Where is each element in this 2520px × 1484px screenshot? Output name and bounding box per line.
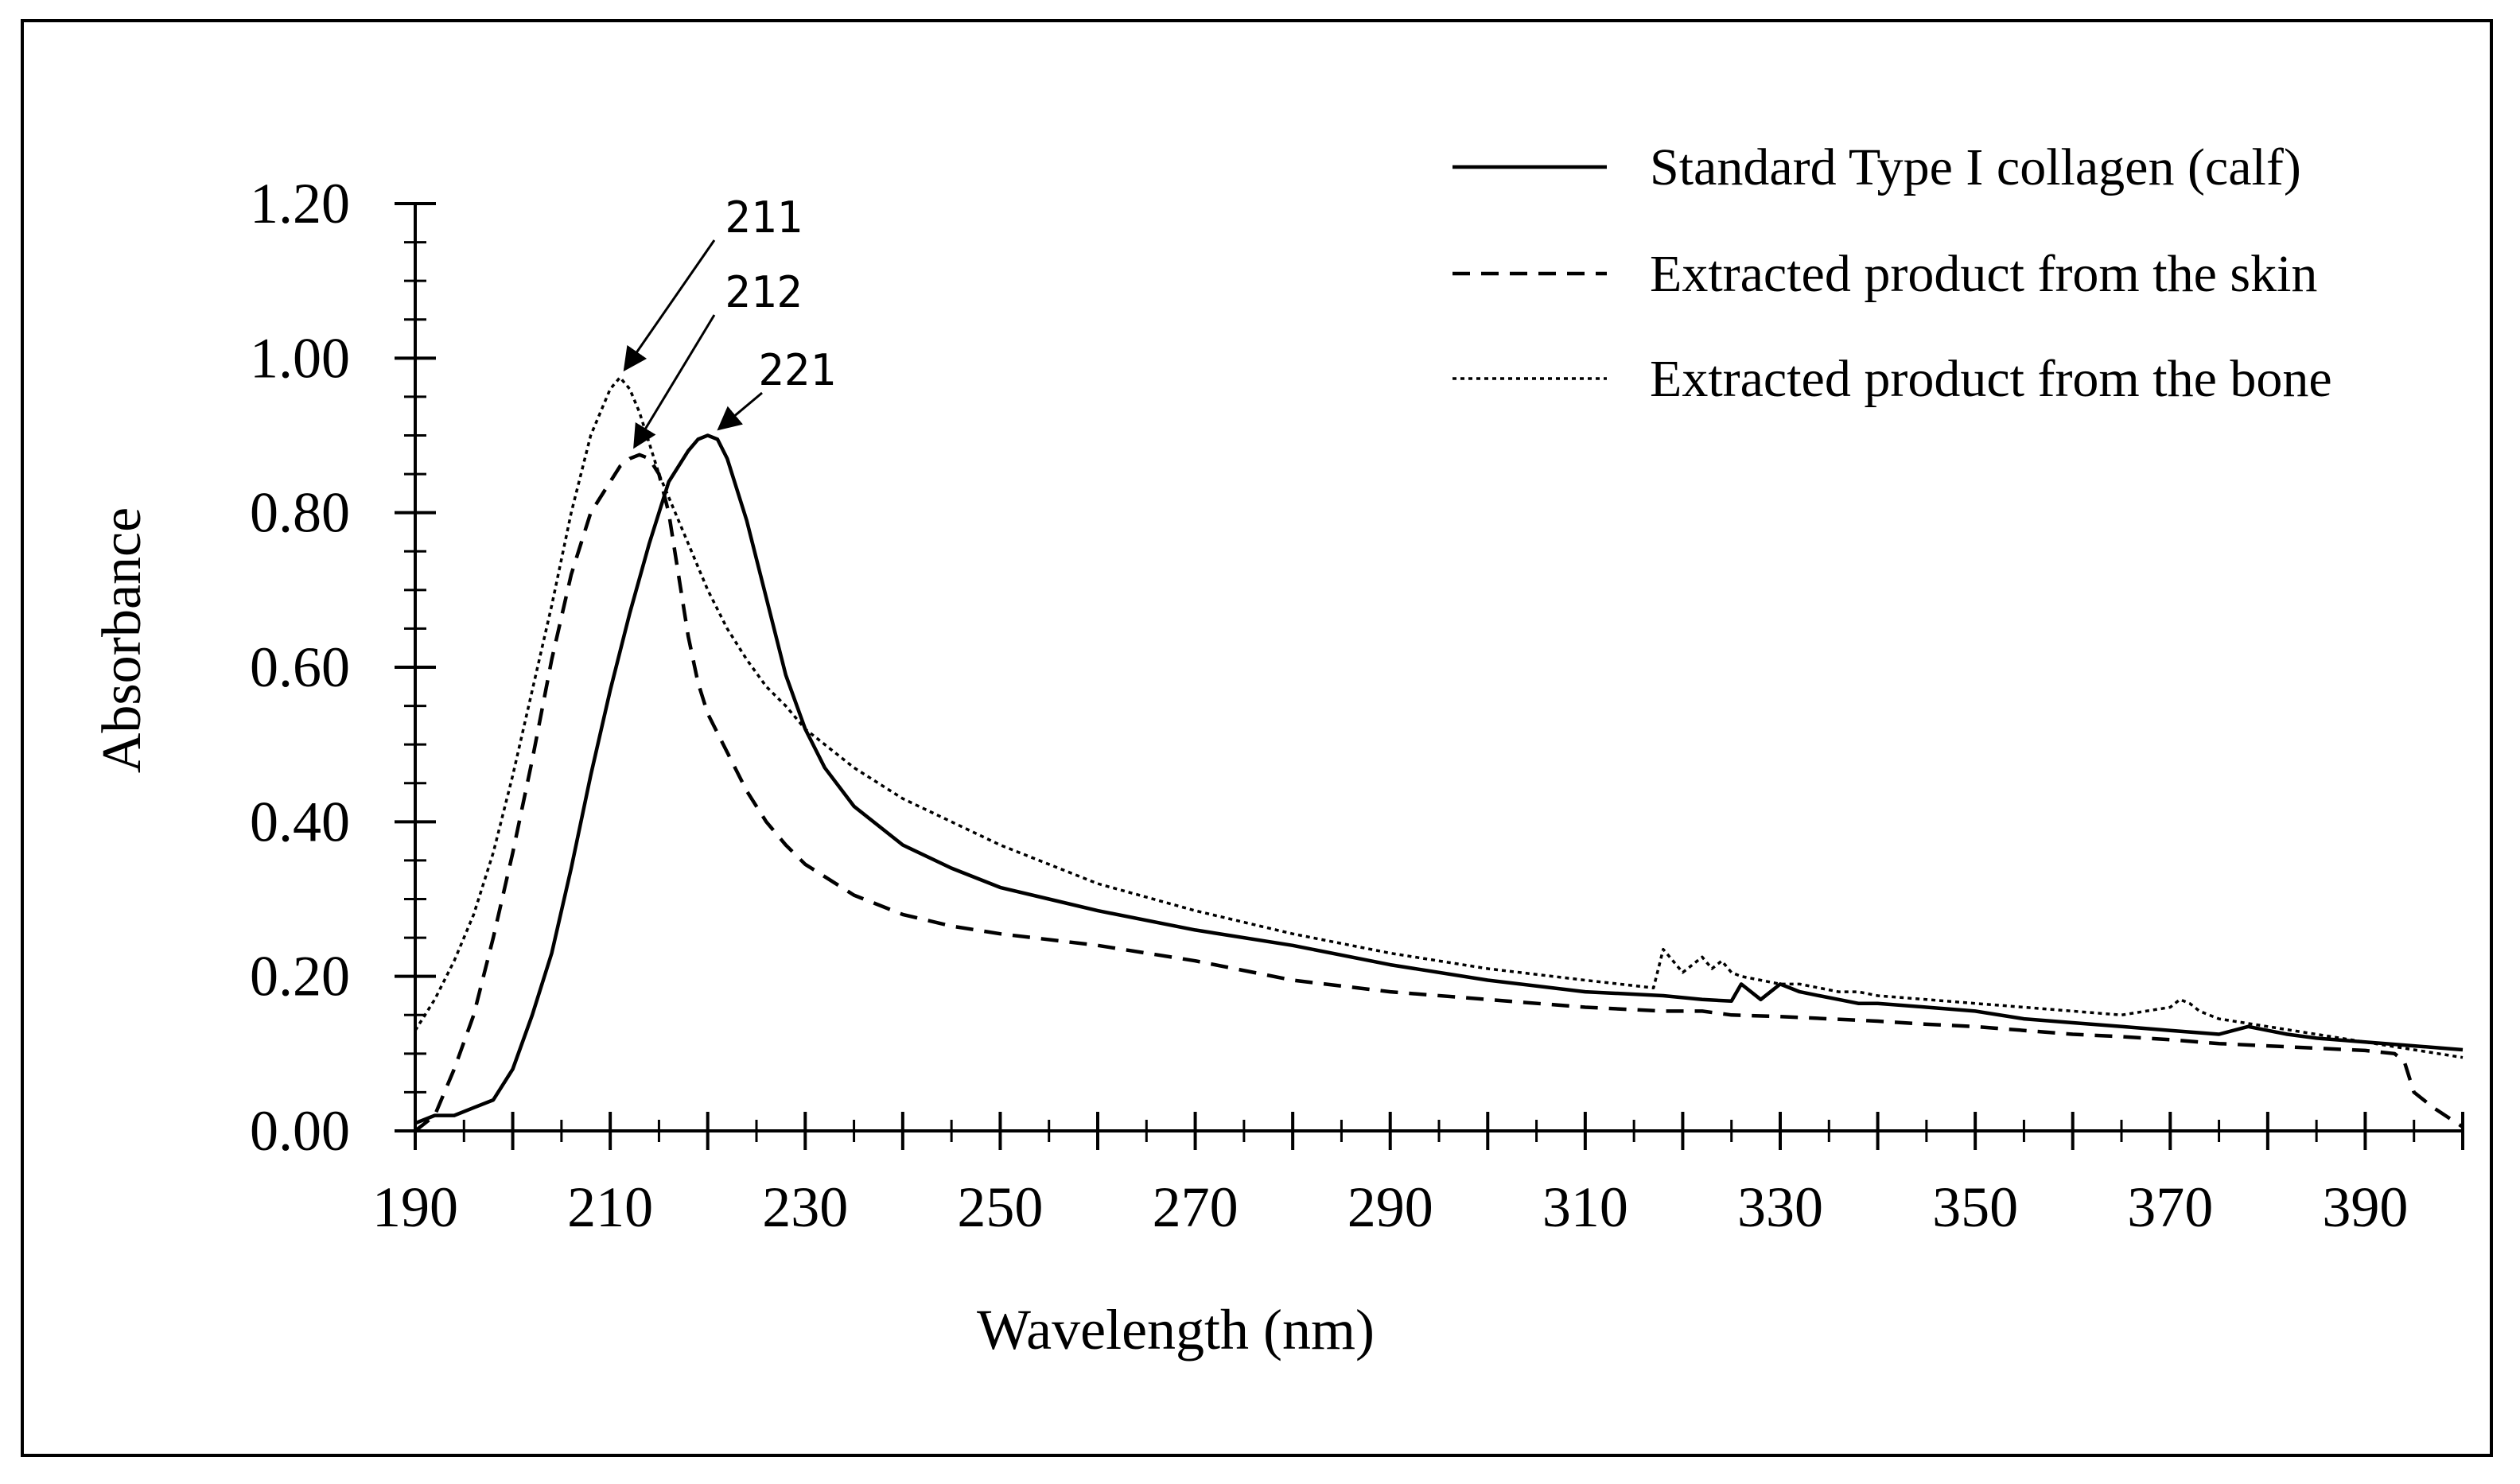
- x-tick-label: 250: [957, 1175, 1043, 1239]
- annotation-arrow: [633, 314, 716, 449]
- axes: 0.00 0.20 0.40 0.60 0.80 1.00 1.20 190 210 230 250…: [250, 172, 2464, 1239]
- legend: Standard Type I collagen (calf) Extracted…: [1452, 138, 2332, 408]
- legend-label: Standard Type I collagen (calf): [1650, 138, 2301, 196]
- annotation-arrow: [717, 391, 763, 431]
- annotation-arrow: [623, 239, 716, 372]
- x-tick-label: 330: [1737, 1175, 1823, 1239]
- y-tick-label: 1.00: [250, 326, 350, 390]
- y-tick-label: 0.80: [250, 481, 350, 545]
- x-tick-label: 310: [1542, 1175, 1628, 1239]
- x-tick-label: 390: [2322, 1175, 2408, 1239]
- annotation-label: 221: [758, 345, 836, 395]
- annotation-label: 211: [725, 192, 803, 243]
- x-tick-label: 230: [762, 1175, 848, 1239]
- y-tick-label: 1.20: [250, 172, 350, 235]
- x-tick-label: 350: [1932, 1175, 2018, 1239]
- series-line-dashed: [414, 453, 2464, 1132]
- y-tick-label: 0.00: [250, 1099, 350, 1163]
- legend-label: Extracted product from the bone: [1650, 350, 2332, 408]
- legend-label: Extracted product from the skin: [1650, 245, 2317, 303]
- peak-annotations: 211 212 221: [623, 192, 836, 449]
- x-axis-label: Wavelength (nm): [977, 1298, 1375, 1362]
- x-tick-label: 210: [567, 1175, 653, 1239]
- x-tick-label: 270: [1153, 1175, 1239, 1239]
- x-tick-label: 290: [1348, 1175, 1433, 1239]
- y-tick-label: 0.20: [250, 945, 350, 1008]
- y-tick-label: 0.60: [250, 635, 350, 699]
- x-tick-label: 370: [2127, 1175, 2213, 1239]
- y-tick-label: 0.40: [250, 790, 350, 853]
- x-tick-label: 190: [372, 1175, 458, 1239]
- series-line-dotted: [414, 375, 2464, 1059]
- figure-frame: [21, 19, 2493, 1457]
- series-line-solid: [414, 433, 2464, 1125]
- annotation-label: 212: [725, 267, 803, 317]
- series-layer: [414, 375, 2464, 1132]
- y-axis-label: Absorbance: [91, 507, 153, 773]
